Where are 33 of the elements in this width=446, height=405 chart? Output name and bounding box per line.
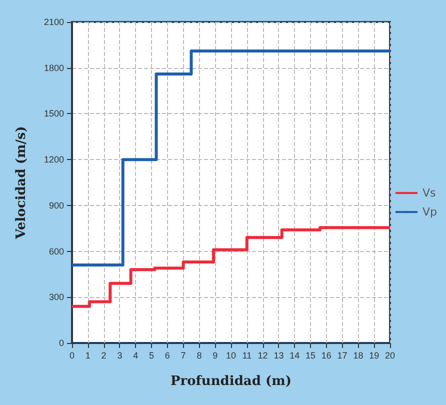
- x-tick-label: 17: [337, 350, 348, 360]
- legend-label: Vp: [422, 206, 438, 218]
- x-tick-label: 12: [258, 350, 268, 360]
- y-tick-label: 2100: [44, 17, 64, 27]
- y-tick-label: 300: [48, 292, 64, 302]
- x-tick-label: 7: [180, 350, 186, 360]
- x-tick-label: 2: [101, 350, 106, 360]
- x-tick-label: 13: [274, 350, 284, 360]
- x-tick-label: 6: [164, 350, 170, 360]
- x-tick-label: 10: [226, 350, 236, 360]
- x-tick-label: 16: [321, 350, 332, 360]
- legend-label: Vs: [422, 186, 436, 200]
- x-tick-label: 0: [69, 350, 75, 360]
- x-tick-label: 9: [212, 350, 218, 360]
- x-tick-label: 11: [242, 350, 252, 360]
- x-tick-label: 4: [133, 350, 138, 360]
- x-tick-label: 20: [384, 350, 396, 360]
- x-tick-label: 19: [369, 350, 380, 360]
- y-tick-label: 900: [48, 200, 64, 210]
- x-tick-label: 5: [148, 350, 154, 360]
- x-tick-label: 1: [85, 350, 90, 360]
- y-tick-label: 1800: [44, 62, 64, 73]
- y-tick-label: 600: [48, 246, 64, 256]
- y-tick-label: 1500: [44, 108, 64, 119]
- x-tick-label: 14: [290, 350, 300, 360]
- x-axis-title: Profundidad (m): [170, 374, 292, 389]
- x-tick-label: 8: [196, 350, 202, 360]
- y-tick-label: 1200: [44, 154, 64, 165]
- x-tick-label: 3: [117, 350, 122, 360]
- x-tick-label: 15: [305, 350, 316, 360]
- y-tick-label: 0: [58, 338, 64, 348]
- y-axis-title: Velocidad (m/s): [14, 126, 29, 240]
- x-tick-label: 18: [353, 350, 364, 360]
